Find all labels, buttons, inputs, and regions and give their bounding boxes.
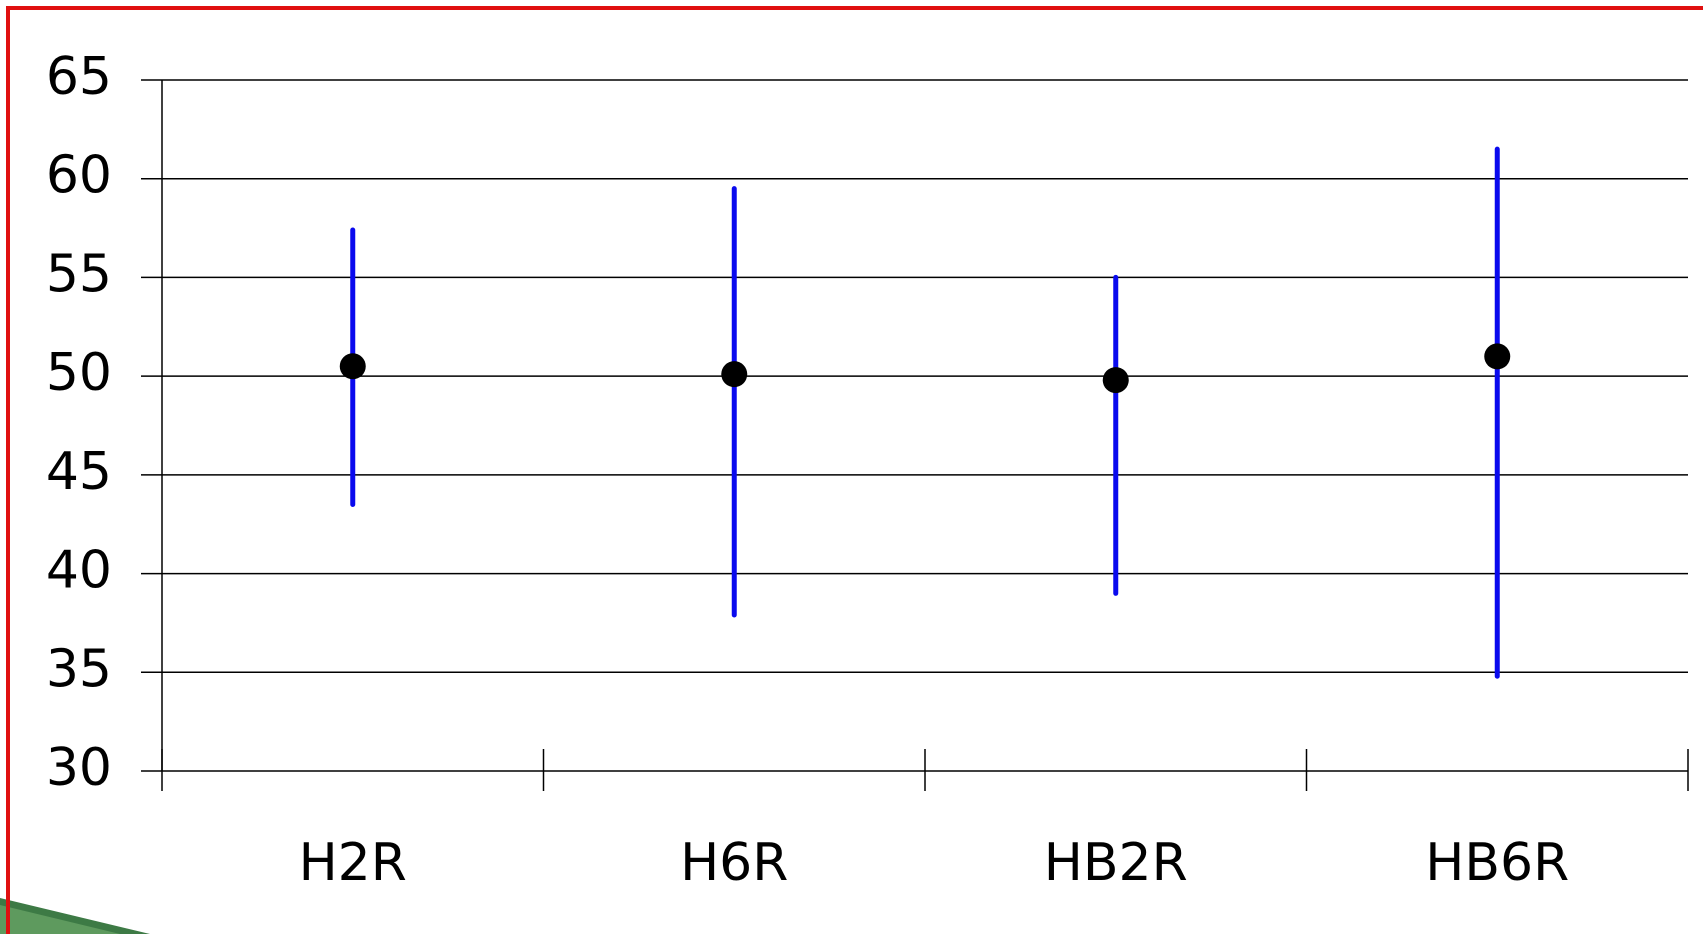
point [339,353,366,380]
y-tick-label: 65 [46,47,112,107]
y-tick-label: 60 [46,146,112,206]
x-tick-label: H2R [299,833,407,893]
frame [6,6,1703,934]
y-tick-label: 40 [46,541,112,601]
decoration [0,905,120,934]
x-tick-label: HB6R [1425,833,1569,893]
y-tick-label: 35 [46,639,112,699]
x-tick-label: HB2R [1044,833,1188,893]
point [721,361,748,388]
y-tick-label: 45 [46,442,112,502]
x-tick-label: H6R [680,833,788,893]
y-tick-label: 55 [46,244,112,304]
y-tick-label: 50 [46,343,112,403]
point [1102,367,1129,394]
y-tick-label: 30 [46,738,112,798]
plot-area: 30 35 40 45 50 55 60 65 H2R H6R HB2R HB6R [46,47,1689,893]
point [1484,343,1511,370]
